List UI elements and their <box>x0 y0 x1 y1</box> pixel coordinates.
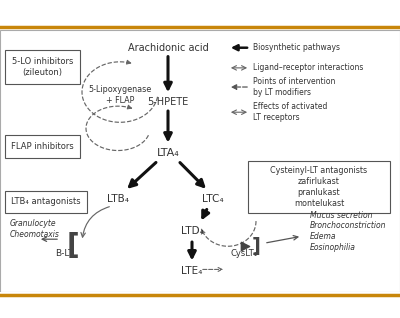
Text: 5-Lipoxygenase
+ FLAP: 5-Lipoxygenase + FLAP <box>88 85 152 105</box>
Text: Effects of activated
LT receptors: Effects of activated LT receptors <box>253 102 327 122</box>
Text: 5-HPETE: 5-HPETE <box>147 97 189 107</box>
Text: Cysteinyl-LT antagonists
zafirlukast
pranlukast
montelukast: Cysteinyl-LT antagonists zafirlukast pra… <box>270 166 368 208</box>
Bar <box>5 135 80 157</box>
Text: Points of intervention
by LT modifiers: Points of intervention by LT modifiers <box>253 77 335 97</box>
Bar <box>5 50 80 84</box>
Text: Biosynthetic pathways: Biosynthetic pathways <box>253 43 340 52</box>
Text: [: [ <box>67 232 79 260</box>
Text: www.medscape.com: www.medscape.com <box>140 6 260 19</box>
Text: Granulocyte
Cheomotaxis: Granulocyte Cheomotaxis <box>10 219 60 239</box>
Text: LTE₄: LTE₄ <box>181 266 203 276</box>
Text: Mucus secretion
Bronchoconstriction
Edema
Eosinophilia: Mucus secretion Bronchoconstriction Edem… <box>310 211 386 252</box>
Text: LTA₄: LTA₄ <box>157 148 179 157</box>
Text: LTC₄: LTC₄ <box>202 194 224 204</box>
Text: FLAP inhibitors: FLAP inhibitors <box>11 142 74 151</box>
Text: Arachidonic acid: Arachidonic acid <box>128 43 208 53</box>
Text: ]: ] <box>252 237 260 256</box>
Text: B-LT: B-LT <box>55 249 73 258</box>
Bar <box>248 161 390 213</box>
Text: Medscape®: Medscape® <box>12 6 99 19</box>
Text: LTB₄: LTB₄ <box>107 194 129 204</box>
Text: CysLT₁: CysLT₁ <box>230 249 258 258</box>
Text: 5-LO inhibitors
(zileuton): 5-LO inhibitors (zileuton) <box>12 57 73 77</box>
Text: Ligand–receptor interactions: Ligand–receptor interactions <box>253 63 363 73</box>
Text: LTB₄ antagonists: LTB₄ antagonists <box>11 197 81 206</box>
Bar <box>5 191 87 213</box>
Text: Source: Curr Opin Allergy Clin Immunol © 2002 Lippincott & Wilkins: Source: Curr Opin Allergy Clin Immunol ©… <box>70 302 330 311</box>
Text: LTD₄: LTD₄ <box>180 226 204 236</box>
